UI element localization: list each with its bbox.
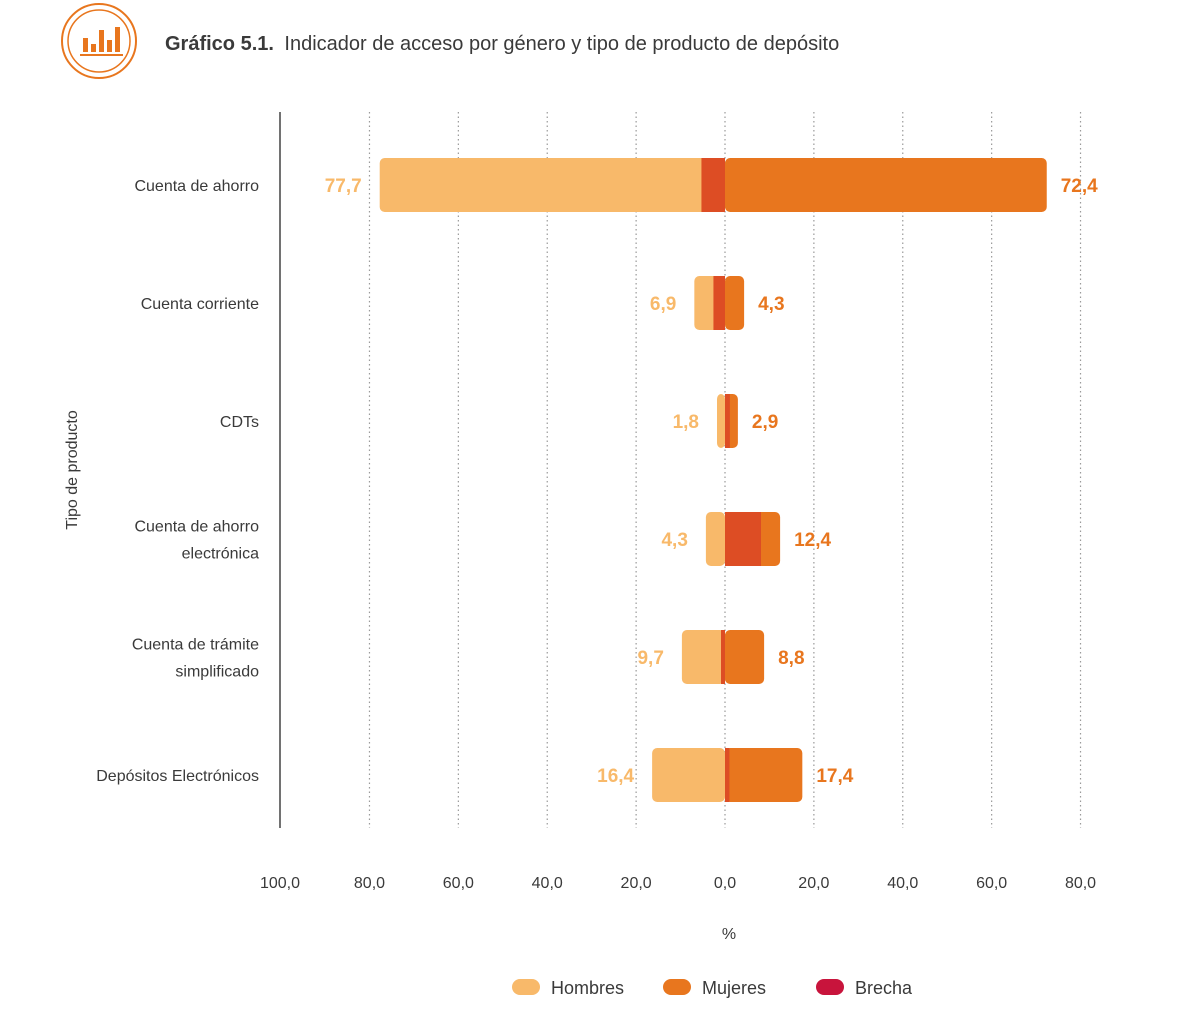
x-tick-label: 80,0 [1065, 875, 1096, 892]
chart-title: Gráfico 5.1. Indicador de acceso por gén… [165, 33, 839, 55]
legend-swatch [816, 979, 844, 995]
x-tick-label: 80,0 [354, 875, 385, 892]
x-tick-label: 60,0 [443, 875, 474, 892]
legend-label: Hombres [551, 978, 624, 998]
bar-brecha [713, 276, 725, 330]
category-label: Cuenta corriente [141, 296, 259, 313]
x-tick-label: 100,0 [260, 875, 300, 892]
value-label-hombres: 9,7 [637, 648, 663, 669]
value-label-hombres: 4,3 [661, 530, 687, 551]
bars [379, 158, 1047, 802]
value-label-hombres: 1,8 [673, 412, 699, 433]
bar-chart-icon [61, 3, 137, 79]
x-tick-label: 0,0 [714, 875, 736, 892]
chart-title-text: Indicador de acceso por género y tipo de… [284, 33, 839, 55]
legend-swatch [663, 979, 691, 995]
category-label: Cuenta de trámite [132, 637, 259, 654]
x-tick-label: 20,0 [621, 875, 652, 892]
x-axis-label: % [722, 926, 736, 943]
bar-brecha [725, 394, 730, 448]
value-label-hombres: 77,7 [325, 176, 362, 197]
bar-hombres [705, 512, 725, 566]
legend-label: Mujeres [702, 978, 766, 998]
value-label-hombres: 6,9 [650, 294, 676, 315]
category-label: Depósitos Electrónicos [96, 768, 259, 785]
legend-swatch [512, 979, 540, 995]
bar-hombres [717, 394, 725, 448]
value-label-mujeres: 2,9 [752, 412, 778, 433]
value-label-mujeres: 17,4 [816, 766, 853, 787]
bar-mujeres [725, 630, 765, 684]
bar-brecha [725, 512, 761, 566]
category-label: CDTs [220, 414, 259, 431]
category-label: simplificado [175, 664, 259, 681]
value-label-mujeres: 8,8 [778, 648, 804, 669]
chart-title-number: Gráfico 5.1. [165, 33, 274, 55]
value-label-mujeres: 12,4 [794, 530, 831, 551]
category-label: Cuenta de ahorro [134, 519, 259, 536]
bar-hombres [652, 748, 725, 802]
value-labels: 77,7 72,4 6,9 4,3 1,8 2,9 4,3 12,4 9,7 8,8 16,4 17,… [325, 176, 1098, 787]
value-label-mujeres: 72,4 [1061, 176, 1098, 197]
bar-brecha [721, 630, 725, 684]
value-label-mujeres: 4,3 [758, 294, 784, 315]
legend: Hombres Mujeres Brecha [512, 978, 913, 998]
y-axis-label: Tipo de producto [64, 410, 81, 530]
bar-mujeres [725, 276, 745, 330]
category-label: Cuenta de ahorro [134, 178, 259, 195]
bar-hombres [681, 630, 725, 684]
bar-brecha [725, 748, 730, 802]
category-label: electrónica [182, 546, 259, 563]
bar-hombres [379, 158, 725, 212]
x-tick-labels: 100,0 80,0 60,0 40,0 20,0 0,0 20,0 40,0 60,0 80,0 [260, 875, 1096, 892]
value-label-hombres: 16,4 [597, 766, 634, 787]
x-tick-label: 60,0 [976, 875, 1007, 892]
grid-lines [368, 112, 1082, 828]
bar-brecha [701, 158, 725, 212]
legend-label: Brecha [855, 978, 913, 998]
bar-mujeres [725, 748, 803, 802]
bar-mujeres [725, 158, 1047, 212]
x-tick-label: 40,0 [532, 875, 563, 892]
category-labels: Cuenta de ahorro Cuenta corriente CDTs Cuen… [96, 178, 259, 785]
x-tick-label: 20,0 [798, 875, 829, 892]
x-tick-label: 40,0 [887, 875, 918, 892]
